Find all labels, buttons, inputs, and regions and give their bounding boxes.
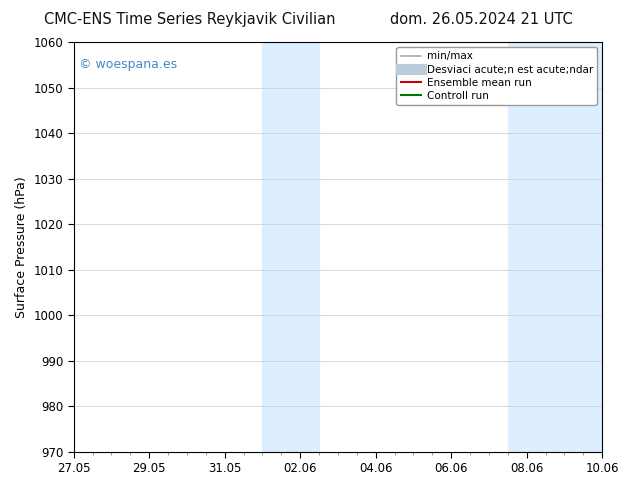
- Y-axis label: Surface Pressure (hPa): Surface Pressure (hPa): [15, 176, 28, 318]
- Bar: [546, 42, 602, 452]
- Text: © woespana.es: © woespana.es: [79, 58, 177, 72]
- Text: dom. 26.05.2024 21 UTC: dom. 26.05.2024 21 UTC: [391, 12, 573, 27]
- Bar: [262, 42, 319, 452]
- Legend: min/max, Desviaci acute;n est acute;ndar, Ensemble mean run, Controll run: min/max, Desviaci acute;n est acute;ndar…: [396, 47, 597, 105]
- Text: CMC-ENS Time Series Reykjavik Civilian: CMC-ENS Time Series Reykjavik Civilian: [44, 12, 336, 27]
- Bar: [508, 42, 546, 452]
